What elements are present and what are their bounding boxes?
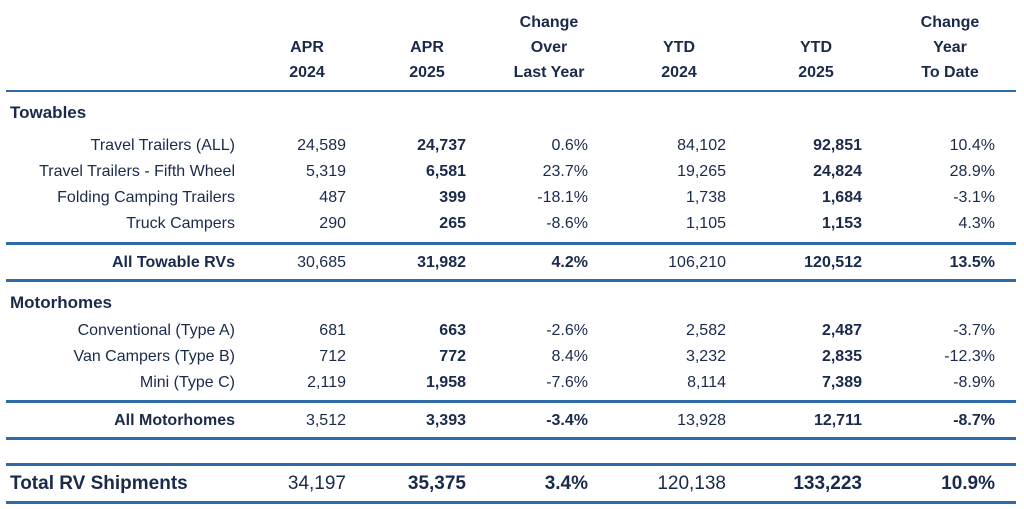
cell-change-ytd: -8.9% <box>953 374 995 391</box>
row-label: Conventional (Type A) <box>77 322 235 339</box>
grand-total-rule-top <box>6 463 1016 466</box>
cell-apr-2024: 2,119 <box>307 374 346 391</box>
row-label: Travel Trailers - Fifth Wheel <box>39 163 235 180</box>
motorhomes-total-rule-bottom <box>6 437 1016 440</box>
cell-apr-2025: 772 <box>439 348 466 365</box>
table-row: Travel Trailers - Fifth Wheel 5,319 6,58… <box>0 159 1024 185</box>
grand-total-row: Total RV Shipments 34,197 35,375 3.4% 12… <box>0 469 1024 499</box>
cell-change-ytd: -3.7% <box>953 322 995 339</box>
header-apr-2024: APR 2024 <box>289 39 325 81</box>
cell-apr-2024: 5,319 <box>305 163 346 180</box>
cell-change-ytd: 4.3% <box>958 215 995 232</box>
cell-apr-2024: 24,589 <box>297 137 346 154</box>
cell-ytd-2024: 1,738 <box>685 189 726 206</box>
cell-ytd-2024: 120,138 <box>657 473 726 494</box>
towables-total-rule-bottom <box>6 279 1016 282</box>
cell-ytd-2025: 2,487 <box>821 322 862 339</box>
header-ytd-2024: YTD 2024 <box>661 39 697 81</box>
cell-change: 0.6% <box>551 137 588 154</box>
cell-change-ytd: 10.4% <box>949 137 995 154</box>
cell-ytd-2025: 12,711 <box>813 412 862 429</box>
table-row: Van Campers (Type B) 712 772 8.4% 3,232 … <box>0 344 1024 370</box>
cell-ytd-2025: 133,223 <box>793 473 862 494</box>
cell-apr-2025: 265 <box>439 215 466 232</box>
cell-ytd-2025: 92,851 <box>813 137 862 154</box>
cell-ytd-2024: 13,928 <box>677 412 726 429</box>
cell-change-ytd: 28.9% <box>949 163 995 180</box>
header-ytd-2025: YTD 2025 <box>798 39 834 81</box>
cell-apr-2024: 34,197 <box>287 473 346 494</box>
table-row: Travel Trailers (ALL) 24,589 24,737 0.6%… <box>0 133 1024 159</box>
cell-apr-2024: 712 <box>319 348 346 365</box>
cell-ytd-2025: 2,835 <box>821 348 862 365</box>
row-label: Mini (Type C) <box>139 374 235 391</box>
cell-apr-2024: 3,512 <box>305 412 346 429</box>
cell-change-ytd: 13.5% <box>949 254 995 271</box>
total-row-motorhomes: All Motorhomes 3,512 3,393 -3.4% 13,928 … <box>0 408 1024 434</box>
header-apr-2025: APR 2025 <box>409 39 445 81</box>
cell-change: 8.4% <box>551 348 588 365</box>
row-label: Truck Campers <box>126 215 235 232</box>
header-change-year-to-date: Change Year To Date <box>920 14 980 81</box>
grand-total-rule-bottom <box>6 501 1016 504</box>
cell-change-ytd: -3.1% <box>953 189 995 206</box>
cell-ytd-2025: 120,512 <box>804 254 862 271</box>
motorhomes-total-rule-top <box>6 400 1016 403</box>
header-rule <box>6 90 1016 92</box>
row-label: All Towable RVs <box>112 254 235 271</box>
cell-apr-2024: 487 <box>319 189 346 206</box>
cell-change: 23.7% <box>542 163 588 180</box>
section-title-motorhomes: Motorhomes <box>10 293 112 312</box>
row-label: Total RV Shipments <box>10 473 188 494</box>
cell-ytd-2024: 3,232 <box>685 348 726 365</box>
row-label: All Motorhomes <box>114 412 235 429</box>
cell-apr-2024: 290 <box>319 215 346 232</box>
table-row: Conventional (Type A) 681 663 -2.6% 2,58… <box>0 318 1024 344</box>
cell-change: -2.6% <box>546 322 588 339</box>
cell-apr-2025: 31,982 <box>417 254 466 271</box>
cell-ytd-2024: 19,265 <box>677 163 726 180</box>
cell-change: 3.4% <box>544 473 588 494</box>
cell-apr-2025: 6,581 <box>425 163 466 180</box>
cell-ytd-2025: 1,153 <box>821 215 862 232</box>
header-change-over-last-year: Change Over Last Year <box>513 14 585 81</box>
towables-total-rule-top <box>6 242 1016 245</box>
cell-apr-2025: 24,737 <box>417 137 466 154</box>
cell-apr-2025: 399 <box>439 189 466 206</box>
cell-ytd-2024: 106,210 <box>668 254 726 271</box>
cell-change-ytd: -12.3% <box>944 348 995 365</box>
cell-ytd-2025: 24,824 <box>813 163 862 180</box>
cell-ytd-2024: 1,105 <box>685 215 726 232</box>
cell-ytd-2024: 84,102 <box>677 137 726 154</box>
table-row: Folding Camping Trailers 487 399 -18.1% … <box>0 185 1024 211</box>
cell-apr-2024: 30,685 <box>297 254 346 271</box>
cell-ytd-2025: 1,684 <box>821 189 862 206</box>
cell-change: -8.6% <box>546 215 588 232</box>
cell-change-ytd: -8.7% <box>953 412 995 429</box>
cell-change: -3.4% <box>546 412 588 429</box>
cell-change: -18.1% <box>537 189 588 206</box>
row-label: Van Campers (Type B) <box>73 348 235 365</box>
row-label: Travel Trailers (ALL) <box>90 137 235 154</box>
total-row-towables: All Towable RVs 30,685 31,982 4.2% 106,2… <box>0 250 1024 276</box>
table-row: Mini (Type C) 2,119 1,958 -7.6% 8,114 7,… <box>0 370 1024 396</box>
cell-apr-2025: 1,958 <box>425 374 466 391</box>
cell-ytd-2024: 8,114 <box>687 374 726 391</box>
cell-apr-2025: 35,375 <box>407 473 466 494</box>
table-row: Truck Campers 290 265 -8.6% 1,105 1,153 … <box>0 211 1024 237</box>
cell-ytd-2025: 7,389 <box>821 374 862 391</box>
cell-apr-2025: 3,393 <box>425 412 466 429</box>
cell-change: 4.2% <box>551 254 588 271</box>
row-label: Folding Camping Trailers <box>57 189 235 206</box>
cell-apr-2024: 681 <box>319 322 346 339</box>
cell-change-ytd: 10.9% <box>941 473 995 494</box>
cell-ytd-2024: 2,582 <box>685 322 726 339</box>
section-title-towables: Towables <box>10 103 87 122</box>
cell-apr-2025: 663 <box>439 322 466 339</box>
cell-change: -7.6% <box>546 374 588 391</box>
